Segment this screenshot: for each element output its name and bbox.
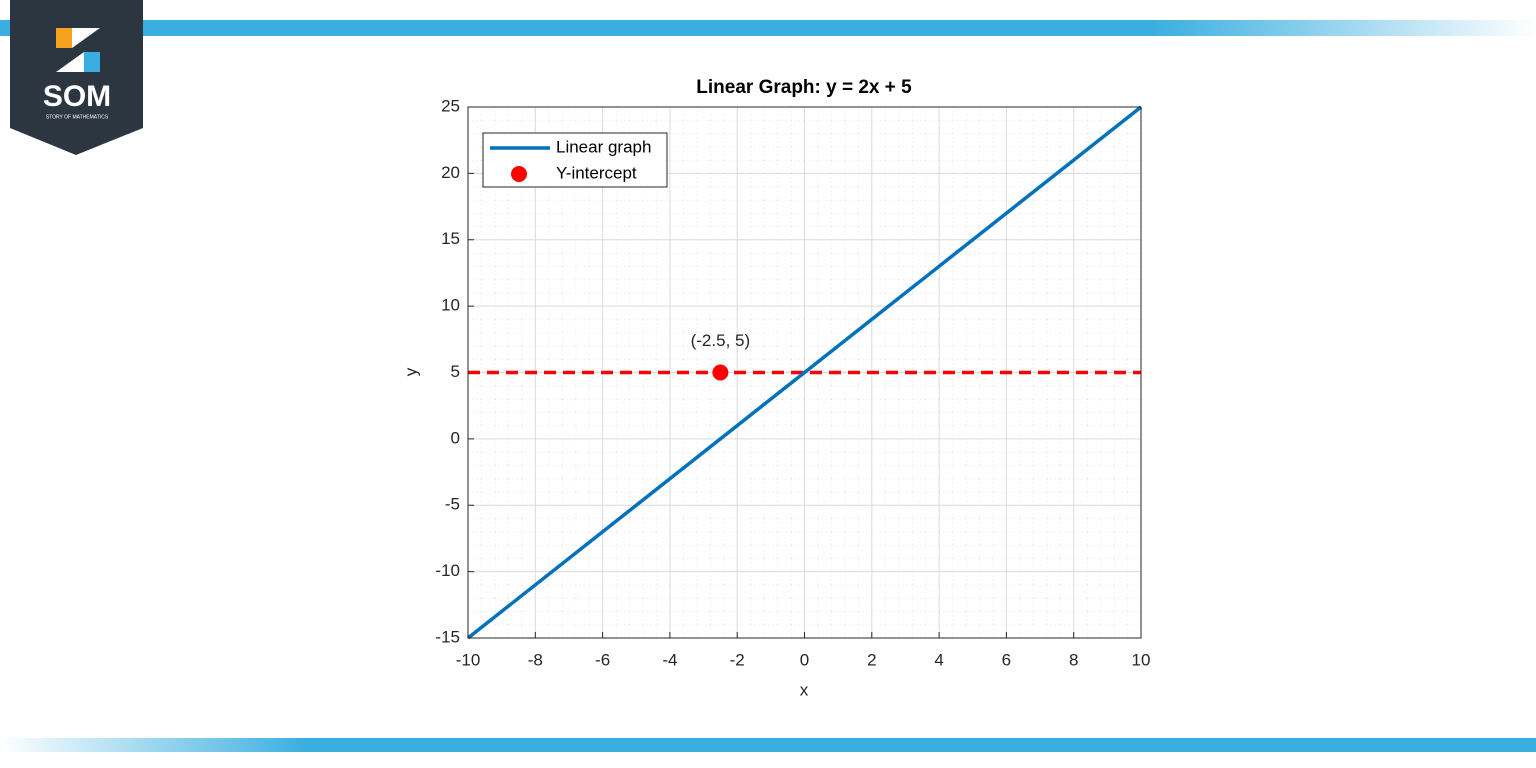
x-tick-label: 10 <box>1132 650 1151 669</box>
y-tick-label: 0 <box>451 428 460 447</box>
logo-badge <box>10 0 143 155</box>
logo-shape <box>72 28 100 48</box>
y-tick-label: 5 <box>451 362 460 381</box>
data-line <box>466 105 1143 640</box>
annotation: (-2.5, 5) <box>691 331 751 350</box>
x-tick-label: -10 <box>456 650 481 669</box>
y-axis-label: y <box>401 367 420 376</box>
logo-shape <box>56 28 72 48</box>
x-tick-label: 4 <box>934 650 943 669</box>
x-axis-label: x <box>800 680 809 699</box>
logo: SOM STORY OF MATHEMATICS <box>10 0 143 155</box>
logo-subtitle: STORY OF MATHEMATICS <box>46 114 109 120</box>
x-tick-label: -4 <box>662 650 677 669</box>
y-tick-label: 10 <box>441 296 460 315</box>
y-tick-label: 15 <box>441 229 460 248</box>
x-tick-label: -2 <box>730 650 745 669</box>
legend-label: Y-intercept <box>556 163 637 182</box>
x-tick-label: 0 <box>800 650 809 669</box>
y-tick-label: 20 <box>441 163 460 182</box>
y-tick-label: -5 <box>445 495 460 514</box>
bottom-bar <box>0 738 1536 752</box>
top-bar <box>0 20 1536 36</box>
x-tick-label: 2 <box>867 650 876 669</box>
chart-title: Linear Graph: y = 2x + 5 <box>696 77 912 98</box>
x-tick-label: -8 <box>528 650 543 669</box>
y-tick-label: 25 <box>441 96 460 115</box>
x-tick-label: 6 <box>1002 650 1011 669</box>
logo-text: SOM <box>43 80 111 113</box>
x-tick-label: -6 <box>595 650 610 669</box>
legend-label: Linear graph <box>556 137 651 156</box>
axes-box <box>467 106 1142 639</box>
x-tick-label: 8 <box>1069 650 1078 669</box>
y-tick-label: -15 <box>435 627 460 646</box>
y-tick-label: -10 <box>435 561 460 580</box>
logo-shape <box>84 52 100 72</box>
data-point <box>712 364 729 381</box>
legend-swatch <box>511 166 527 182</box>
